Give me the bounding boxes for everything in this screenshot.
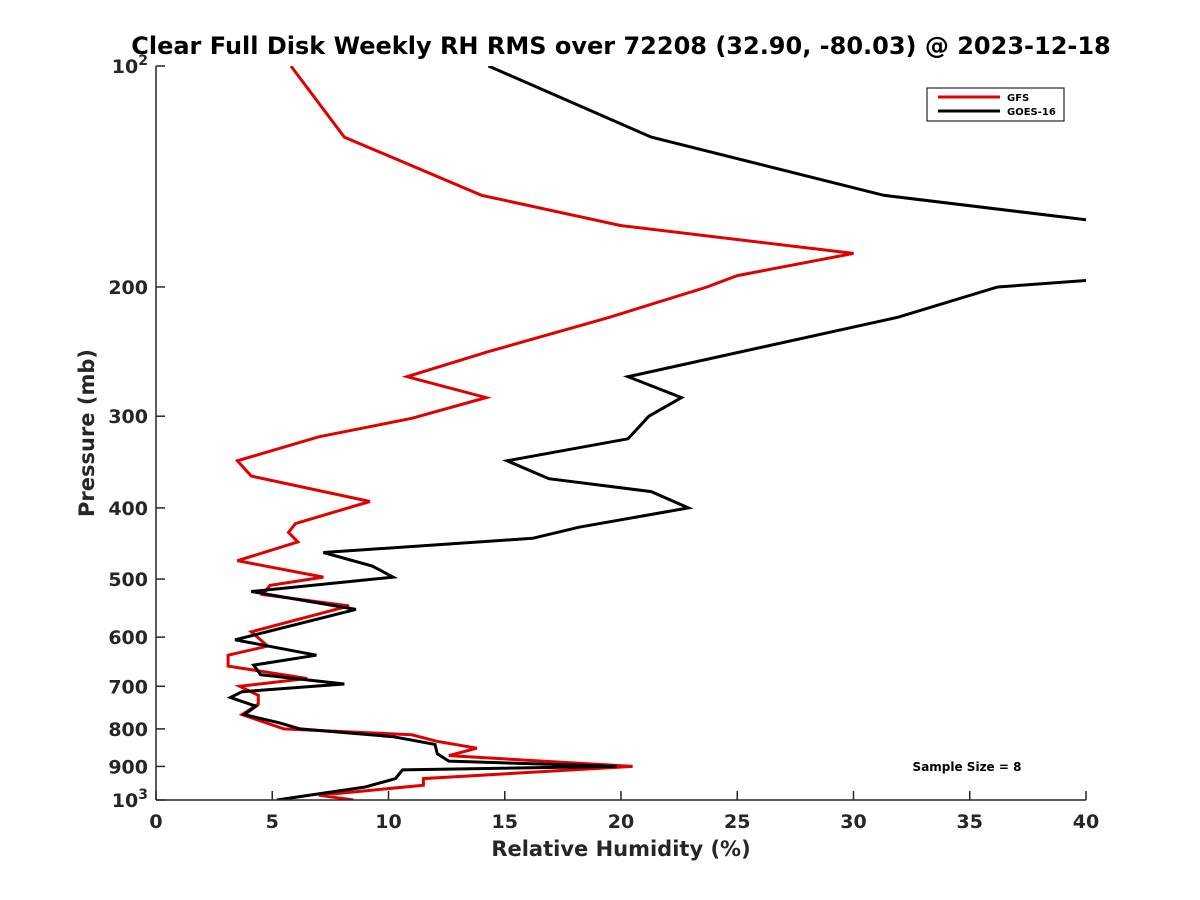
y-tick-label: 102 — [112, 53, 148, 78]
x-tick-label: 30 — [840, 811, 866, 833]
series-group — [226, 66, 1086, 800]
x-tick-label: 5 — [266, 811, 279, 833]
x-tick-label: 0 — [149, 811, 162, 833]
x-tick-label: 25 — [724, 811, 750, 833]
y-tick-label: 900 — [108, 756, 148, 778]
y-tick-label: 300 — [108, 406, 148, 428]
x-axis: 0 5 10 15 20 25 30 35 40 — [149, 791, 1099, 833]
chart-title: Clear Full Disk Weekly RH RMS over 72208… — [131, 32, 1111, 60]
legend: GFS GOES-16 — [926, 87, 1065, 122]
y-tick-label: 103 — [112, 787, 148, 812]
y-tick-label: 500 — [108, 569, 148, 591]
sample-size-annotation: Sample Size = 8 — [913, 760, 1022, 774]
x-axis-label: Relative Humidity (%) — [491, 837, 750, 861]
y-axis: 102 200 300 400 500 600 700 800 900 103 — [108, 53, 165, 812]
plot-area — [155, 66, 1086, 801]
y-tick-label: 200 — [108, 277, 148, 299]
y-tick-label: 800 — [108, 719, 148, 741]
y-tick-label: 400 — [108, 498, 148, 520]
x-tick-label: 15 — [492, 811, 518, 833]
series-line-gfs — [226, 66, 854, 800]
y-tick-label: 700 — [108, 676, 148, 698]
y-tick-label: 600 — [108, 627, 148, 649]
x-tick-label: 20 — [608, 811, 634, 833]
series-line-goes-16 — [226, 66, 1086, 800]
x-tick-label: 40 — [1073, 811, 1099, 833]
x-tick-label: 10 — [375, 811, 401, 833]
y-axis-label: Pressure (mb) — [75, 349, 99, 517]
legend-box — [926, 87, 1065, 122]
legend-label: GFS — [1007, 93, 1029, 104]
legend-label: GOES-16 — [1007, 107, 1056, 118]
x-tick-label: 35 — [957, 811, 983, 833]
